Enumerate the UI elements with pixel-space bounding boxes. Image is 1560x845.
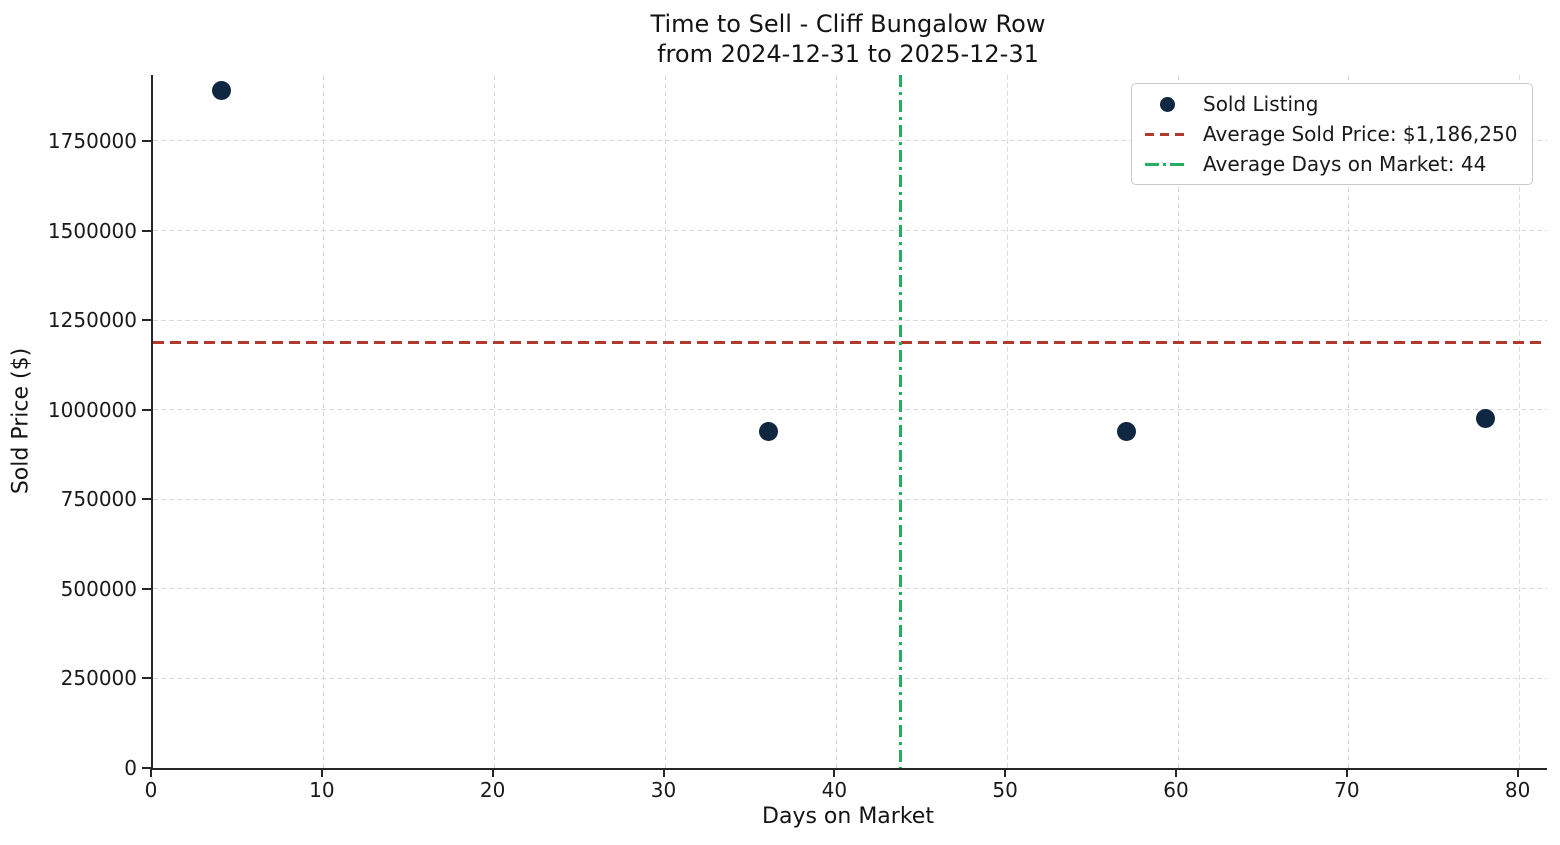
y-tick-mark <box>142 139 151 142</box>
average-days-on-market-line <box>898 75 902 768</box>
scatter-point <box>1117 421 1137 441</box>
legend-handle <box>1145 162 1189 166</box>
x-tick-label: 60 <box>1163 778 1189 802</box>
legend: Sold Listing Average Sold Price: $1,186,2… <box>1131 83 1533 185</box>
x-tick-mark <box>1516 768 1519 777</box>
x-tick-label: 40 <box>821 778 848 802</box>
x-tick-label: 80 <box>1504 778 1531 802</box>
gridline-vertical <box>835 75 837 768</box>
x-tick-mark <box>150 768 152 777</box>
chart-subtitle: from 2024-12-31 to 2025-12-31 <box>657 40 1039 68</box>
legend-label: Average Days on Market: 44 <box>1203 152 1487 176</box>
y-tick-label: 0 <box>124 756 137 780</box>
x-tick-label: 20 <box>479 778 506 802</box>
gridline-horizontal <box>153 409 1547 411</box>
gridline-vertical <box>1348 75 1350 768</box>
legend-handle <box>1159 96 1175 112</box>
gridline-horizontal <box>153 319 1547 321</box>
y-tick-mark <box>142 408 151 411</box>
y-tick-mark <box>142 498 151 501</box>
y-tick-mark <box>142 677 151 680</box>
y-tick-mark <box>142 229 151 232</box>
gridline-vertical <box>1006 75 1008 768</box>
dot-marker-icon <box>1145 96 1189 112</box>
x-tick-mark <box>491 768 494 777</box>
legend-label: Average Sold Price: $1,186,250 <box>1203 122 1518 146</box>
legend-label: Sold Listing <box>1203 92 1319 116</box>
y-tick-label: 1750000 <box>47 128 137 153</box>
legend-item-0: Sold Listing <box>1132 89 1532 119</box>
y-tick-mark <box>142 587 151 590</box>
y-tick-label: 500000 <box>60 576 137 601</box>
scatter-point <box>211 81 231 101</box>
gridline-horizontal <box>153 230 1547 231</box>
y-tick-mark <box>142 319 151 322</box>
x-tick-label: 50 <box>992 778 1018 802</box>
y-tick-label: 250000 <box>60 666 137 691</box>
gridline-vertical <box>665 75 666 768</box>
legend-item-2: Average Days on Market: 44 <box>1132 149 1532 179</box>
y-tick-label: 750000 <box>60 487 137 512</box>
gridline-horizontal <box>153 588 1547 590</box>
gridline-vertical <box>323 75 325 768</box>
gridline-vertical <box>494 75 496 768</box>
x-axis-label: Days on Market <box>762 804 934 829</box>
dashed-line-icon <box>1145 132 1189 136</box>
gridline-horizontal <box>153 677 1547 679</box>
scatter-point <box>1476 409 1495 429</box>
average-sold-price-line <box>153 341 1547 345</box>
gridline-vertical <box>1177 75 1179 768</box>
legend-item-1: Average Sold Price: $1,186,250 <box>1132 119 1532 149</box>
chart-title: Time to Sell - Cliff Bungalow Row <box>650 10 1046 38</box>
x-tick-label: 30 <box>650 778 677 802</box>
gridline-vertical <box>1519 75 1521 768</box>
y-tick-mark <box>142 767 151 769</box>
x-tick-label: 10 <box>309 778 335 802</box>
x-tick-mark <box>1345 768 1348 777</box>
dashdot-line-icon <box>1145 162 1189 166</box>
legend-handle <box>1145 132 1189 136</box>
x-tick-label: 70 <box>1334 778 1360 802</box>
gridline-horizontal <box>153 140 1547 142</box>
x-tick-mark <box>1004 768 1007 777</box>
x-tick-mark <box>1175 768 1177 777</box>
y-tick-label: 1000000 <box>47 397 137 422</box>
y-tick-label: 1500000 <box>47 218 137 243</box>
plot-area <box>151 75 1547 770</box>
y-tick-label: 1250000 <box>47 308 137 333</box>
scatter-point <box>758 421 778 441</box>
x-tick-mark <box>833 768 836 777</box>
gridline-horizontal <box>153 498 1547 500</box>
x-tick-mark <box>662 768 665 777</box>
x-tick-mark <box>320 768 323 777</box>
x-tick-label: 0 <box>144 778 158 802</box>
